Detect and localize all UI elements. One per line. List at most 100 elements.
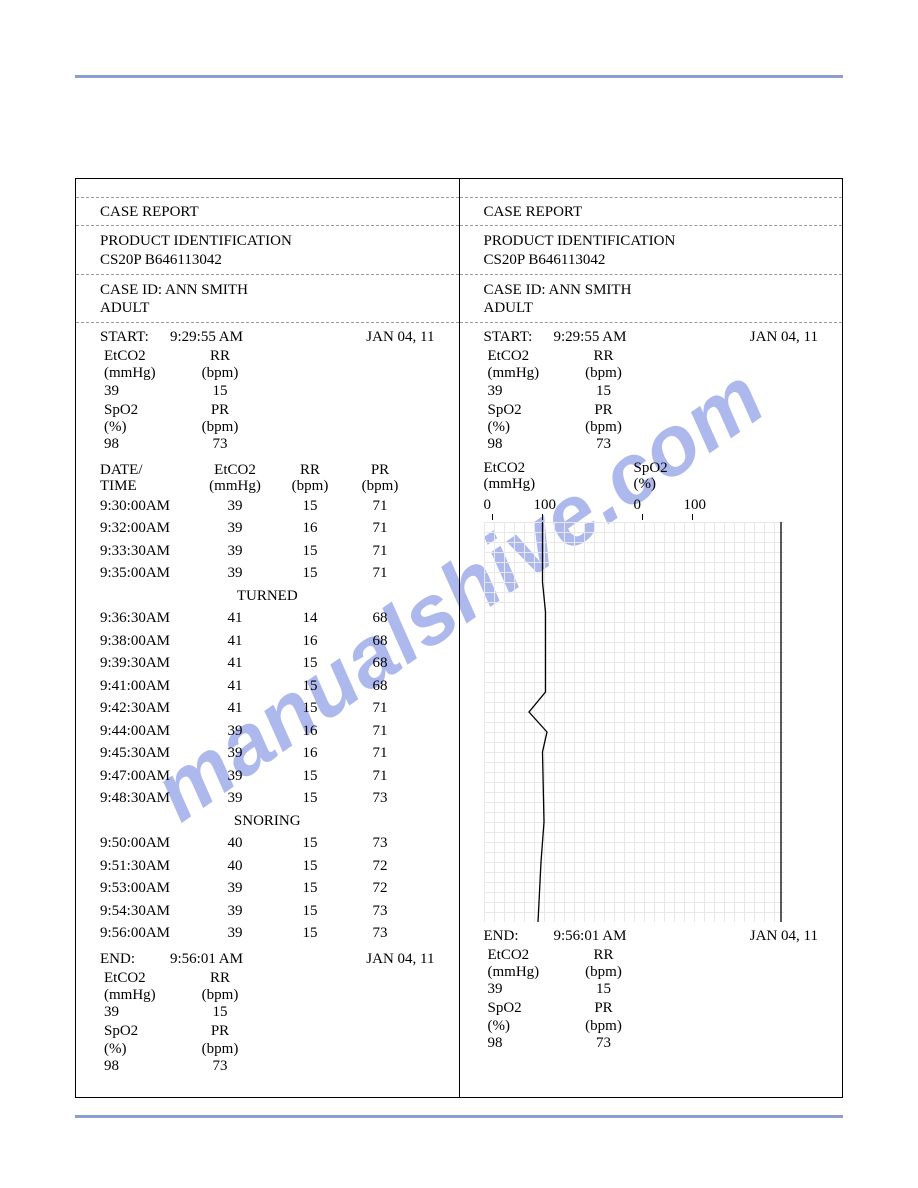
cell: 71 [345,765,415,788]
cell: 9:39:30AM [100,652,195,675]
cell: 9:48:30AM [100,787,195,810]
table-row: SNORING [100,810,435,833]
cell: 71 [345,540,415,563]
vital-unit: (mmHg) [104,987,180,1004]
section-title: CASE REPORT [484,204,819,221]
start-time: 9:29:55 AM [554,329,674,346]
vital-hdr: SpO2 [488,1000,564,1017]
vital-val: 39 [488,383,564,400]
cell: 9:45:30AM [100,742,195,765]
start-label: START: [484,329,554,346]
vital-spo2: SpO2 (%) 98 [484,402,564,454]
vital-etco2: EtCO2 (mmHg) 39 [484,348,564,400]
table-row: 9:41:00AM411568 [100,675,435,698]
case-type: ADULT [100,299,435,318]
cell: 9:42:30AM [100,697,195,720]
cell: 68 [345,630,415,653]
cell: 68 [345,652,415,675]
cell: 9:44:00AM [100,720,195,743]
cell: 39 [195,877,275,900]
cell: 15 [275,922,345,945]
table-row: 9:56:00AM391573 [100,922,435,945]
vital-unit: (bpm) [180,419,260,436]
cell: 15 [275,877,345,900]
chart-svg [484,522,784,922]
end-time: 9:56:01 AM [170,951,290,968]
vital-unit: (mmHg) [104,365,180,382]
vitals-start-row2: SpO2 (%) 98 PR (bpm) 73 [484,402,819,454]
vital-rr: RR (bpm) 15 [180,970,260,1022]
table-row: TURNED [100,585,435,608]
right-panel: CASE REPORT PRODUCT IDENTIFICATION CS20P… [460,179,843,1097]
vital-etco2: EtCO2 (mmHg) 39 [100,348,180,400]
vital-val: 15 [180,1004,260,1021]
axis-labels: 0 100 0 100 [484,497,819,514]
report-frame: CASE REPORT PRODUCT IDENTIFICATION CS20P… [75,178,843,1098]
cell: 9:53:00AM [100,877,195,900]
end-row: END: 9:56:01 AM JAN 04, 11 [100,951,435,968]
table-row: 9:50:00AM401573 [100,832,435,855]
table-row: 9:45:30AM391671 [100,742,435,765]
table-row: 9:30:00AM391571 [100,495,435,518]
start-row: START: 9:29:55 AM JAN 04, 11 [484,329,819,346]
divider [76,197,459,198]
product-id-value: CS20P B646113042 [484,251,819,270]
cell: 15 [275,855,345,878]
chart-right-label: SpO2 (%) [634,460,784,493]
cell: 9:56:00AM [100,922,195,945]
table-row: 9:42:30AM411571 [100,697,435,720]
cell: 39 [195,517,275,540]
vitals-start-row1: EtCO2 (mmHg) 39 RR (bpm) 15 [484,348,819,400]
data-table: DATE/TIME EtCO2(mmHg) RR(bpm) PR(bpm) 9:… [100,462,435,945]
cell: 39 [195,495,275,518]
vital-val: 15 [564,981,644,998]
cell: 71 [345,697,415,720]
vital-pr: PR (bpm) 73 [180,402,260,454]
table-header: DATE/TIME EtCO2(mmHg) RR(bpm) PR(bpm) [100,462,435,495]
col-hdr-etco2: EtCO2(mmHg) [195,462,275,495]
vital-pr: PR (bpm) 73 [564,1000,644,1052]
vital-hdr: RR [564,348,644,365]
divider [460,322,843,323]
axis-right: 0 100 [634,497,784,514]
end-time: 9:56:01 AM [554,928,674,945]
cell: 16 [275,630,345,653]
vital-val: 98 [488,436,564,453]
vital-etco2: EtCO2 (mmHg) 39 [484,947,564,999]
vital-spo2: SpO2 (%) 98 [100,1023,180,1075]
vital-unit: (%) [104,419,180,436]
event-row: SNORING [100,810,435,833]
vital-val: 73 [180,1058,260,1075]
vital-rr: RR (bpm) 15 [564,947,644,999]
vital-val: 73 [564,1035,644,1052]
cell: 15 [275,765,345,788]
table-row: 9:33:30AM391571 [100,540,435,563]
vital-val: 39 [104,383,180,400]
table-row: 9:32:00AM391671 [100,517,435,540]
bottom-rule [75,1115,843,1118]
chart-label: SpO2 [634,460,784,477]
product-id-label: PRODUCT IDENTIFICATION [484,232,819,251]
axis-left: 0 100 [484,497,634,514]
divider [460,274,843,275]
chart-unit: (mmHg) [484,476,634,493]
vital-hdr: SpO2 [488,402,564,419]
vital-val: 73 [564,436,644,453]
chart-label: EtCO2 [484,460,634,477]
cell: 15 [275,562,345,585]
cell: 71 [345,495,415,518]
cell: 39 [195,765,275,788]
cell: 14 [275,607,345,630]
section-title: CASE REPORT [100,204,435,221]
cell: 73 [345,787,415,810]
cell: 40 [195,832,275,855]
vital-unit: (%) [488,1018,564,1035]
start-date: JAN 04, 11 [750,329,818,346]
cell: 68 [345,607,415,630]
vital-unit: (bpm) [564,365,644,382]
cell: 15 [275,787,345,810]
vital-hdr: PR [564,402,644,419]
col-hdr-pr: PR(bpm) [345,462,415,495]
vitals-start-row1: EtCO2 (mmHg) 39 RR (bpm) 15 [100,348,435,400]
table-row: 9:39:30AM411568 [100,652,435,675]
